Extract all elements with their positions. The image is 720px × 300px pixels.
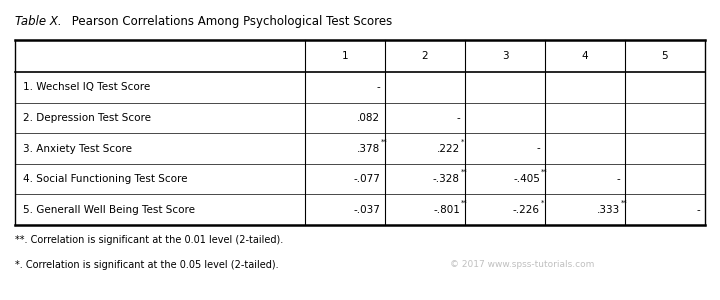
Text: © 2017 www.spss-tutorials.com: © 2017 www.spss-tutorials.com xyxy=(450,260,595,269)
Text: 3: 3 xyxy=(502,51,508,61)
Text: 4: 4 xyxy=(582,51,588,61)
Text: 5: 5 xyxy=(662,51,668,61)
Text: -: - xyxy=(377,82,380,92)
Text: -.226: -.226 xyxy=(513,205,540,215)
Text: **: ** xyxy=(381,139,388,145)
Text: **: ** xyxy=(461,169,468,175)
Text: .222: .222 xyxy=(437,143,460,154)
Text: -.801: -.801 xyxy=(433,205,460,215)
Text: **: ** xyxy=(541,169,548,175)
Text: 3. Anxiety Test Score: 3. Anxiety Test Score xyxy=(23,143,132,154)
Text: 1. Wechsel IQ Test Score: 1. Wechsel IQ Test Score xyxy=(23,82,150,92)
Text: -.077: -.077 xyxy=(353,174,380,184)
Text: Table X.: Table X. xyxy=(15,15,62,28)
Text: -: - xyxy=(616,174,620,184)
Text: .378: .378 xyxy=(356,143,380,154)
Text: *. Correlation is significant at the 0.05 level (2-tailed).: *. Correlation is significant at the 0.0… xyxy=(15,260,279,270)
Text: *: * xyxy=(461,139,464,145)
Text: Pearson Correlations Among Psychological Test Scores: Pearson Correlations Among Psychological… xyxy=(68,15,392,28)
Text: **: ** xyxy=(621,200,628,206)
Text: 2: 2 xyxy=(422,51,428,61)
Text: -.405: -.405 xyxy=(513,174,540,184)
Text: **. Correlation is significant at the 0.01 level (2-tailed).: **. Correlation is significant at the 0.… xyxy=(15,235,283,245)
Text: *: * xyxy=(541,200,544,206)
Text: -: - xyxy=(696,205,700,215)
Text: -.328: -.328 xyxy=(433,174,460,184)
Text: **: ** xyxy=(461,200,468,206)
Text: 2. Depression Test Score: 2. Depression Test Score xyxy=(23,113,151,123)
Text: 5. Generall Well Being Test Score: 5. Generall Well Being Test Score xyxy=(23,205,195,215)
Text: 1: 1 xyxy=(342,51,348,61)
Text: -.037: -.037 xyxy=(353,205,380,215)
Text: .333: .333 xyxy=(597,205,620,215)
Text: .082: .082 xyxy=(357,113,380,123)
Text: 4. Social Functioning Test Score: 4. Social Functioning Test Score xyxy=(23,174,187,184)
Text: -: - xyxy=(536,143,540,154)
Text: -: - xyxy=(456,113,460,123)
